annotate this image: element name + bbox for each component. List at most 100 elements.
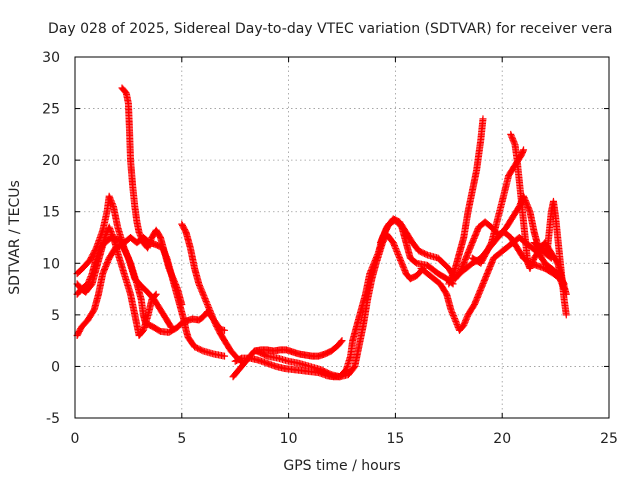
- data-point: [527, 263, 535, 271]
- data-point: [147, 236, 155, 244]
- data-point: [462, 317, 470, 325]
- y-axis-label: SDTVAR / TECUs: [7, 180, 23, 295]
- chart-title: Day 028 of 2025, Sidereal Day-to-day VTE…: [48, 21, 612, 37]
- data-point: [199, 289, 207, 297]
- data-point: [448, 309, 456, 317]
- data-point: [448, 307, 456, 315]
- data-point: [102, 231, 110, 239]
- data-point: [400, 265, 408, 273]
- data-point: [197, 286, 205, 294]
- data-point: [167, 323, 175, 331]
- plot-frame: [74, 56, 610, 419]
- data-point: [108, 229, 116, 237]
- data-point: [198, 287, 206, 295]
- data-points: [73, 84, 570, 381]
- data-point: [479, 115, 487, 123]
- data-point: [152, 290, 160, 298]
- data-point: [452, 317, 460, 325]
- series-arc-6: [178, 220, 246, 365]
- data-point: [452, 319, 460, 327]
- data-point: [562, 311, 570, 319]
- data-point: [392, 245, 400, 253]
- data-point: [151, 291, 159, 299]
- y-tick-label: 20: [42, 153, 60, 169]
- data-point: [202, 298, 210, 306]
- data-point: [451, 316, 459, 324]
- x-tick-label: 10: [280, 431, 298, 447]
- data-point: [200, 292, 208, 300]
- data-point: [450, 313, 458, 321]
- data-point: [106, 226, 114, 234]
- data-point: [460, 321, 468, 329]
- data-point: [105, 223, 113, 231]
- data-point: [169, 273, 177, 281]
- data-point: [108, 231, 116, 239]
- data-point: [392, 246, 400, 254]
- series-arc-16: [530, 197, 570, 319]
- data-point: [108, 198, 116, 206]
- data-point: [144, 244, 152, 252]
- data-point: [195, 281, 203, 289]
- data-point: [135, 228, 143, 236]
- y-tick-label: 10: [42, 256, 60, 272]
- data-point: [166, 322, 174, 330]
- data-point: [422, 250, 430, 258]
- data-point: [202, 296, 210, 304]
- y-tick-label: 0: [51, 359, 60, 375]
- data-point: [207, 309, 215, 317]
- data-point: [399, 262, 407, 270]
- data-point: [102, 232, 110, 240]
- data-point: [170, 276, 178, 284]
- data-point: [463, 314, 471, 322]
- data-point: [528, 260, 536, 268]
- data-point: [107, 197, 115, 205]
- data-point: [145, 241, 153, 249]
- data-point: [394, 249, 402, 257]
- data-point: [338, 337, 346, 345]
- data-point: [196, 283, 204, 291]
- data-point: [390, 240, 398, 248]
- x-tick-label: 15: [386, 431, 404, 447]
- data-point: [203, 301, 211, 309]
- data-point: [195, 280, 203, 288]
- series-arc-12: [445, 115, 487, 288]
- data-point: [198, 346, 206, 354]
- data-point: [391, 243, 399, 251]
- data-point: [394, 250, 402, 258]
- data-point: [508, 133, 516, 141]
- data-point: [337, 338, 345, 346]
- data-point: [171, 279, 179, 287]
- x-tick-label: 5: [177, 431, 186, 447]
- x-tick-label: 25: [600, 431, 618, 447]
- data-point: [211, 318, 219, 326]
- data-point: [107, 228, 115, 236]
- y-tick-label: -5: [46, 411, 60, 427]
- data-point: [172, 281, 180, 289]
- series-arc-3: [73, 241, 175, 339]
- data-point: [393, 247, 401, 255]
- data-point: [509, 135, 517, 143]
- data-point: [507, 130, 515, 138]
- data-point: [208, 312, 216, 320]
- data-point: [398, 261, 406, 269]
- data-point: [520, 146, 528, 154]
- data-point: [109, 201, 117, 209]
- y-tick-label: 30: [42, 50, 60, 66]
- grid: [75, 57, 609, 418]
- data-point: [510, 138, 518, 146]
- series-arc-5: [118, 84, 186, 309]
- data-point: [138, 236, 146, 244]
- data-point: [509, 136, 517, 144]
- data-point: [106, 225, 114, 233]
- data-point: [449, 310, 457, 318]
- axes: 0 5 10 15 20 25 -5 0 5 10 15 20 25 30: [42, 50, 618, 447]
- data-point: [462, 315, 470, 323]
- data-point: [145, 239, 153, 247]
- y-tick-label: 15: [42, 205, 60, 221]
- data-point: [401, 267, 409, 275]
- data-point: [205, 303, 213, 311]
- data-point: [101, 234, 109, 241]
- data-point: [169, 275, 177, 283]
- data-point: [105, 192, 113, 200]
- data-point: [197, 284, 205, 292]
